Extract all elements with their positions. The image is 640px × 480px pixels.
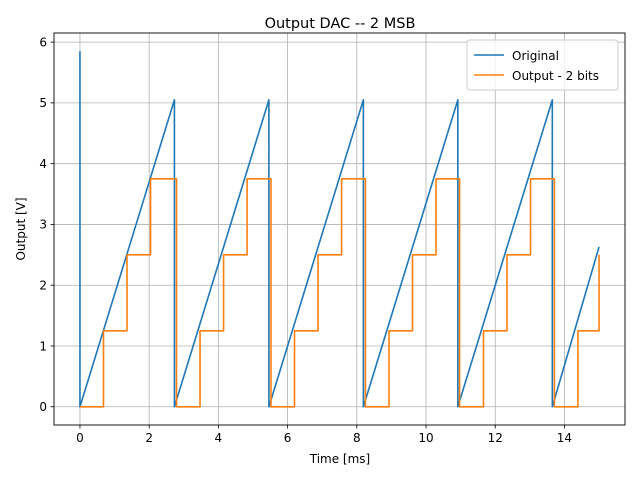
y-tick-label: 3 [39,218,47,232]
y-tick-label: 5 [39,96,47,110]
chart-title: Output DAC -- 2 MSB [265,16,416,32]
y-tick-label: 2 [39,279,47,293]
legend: Original Output - 2 bits [466,39,619,91]
legend-label-original: Original [512,49,559,63]
x-tick-label: 12 [488,431,503,445]
x-tick-label: 4 [215,431,223,445]
y-tick-label: 1 [39,339,47,353]
y-tick-label: 6 [39,35,47,49]
series-line-original [79,51,600,408]
plot-frame [53,32,626,426]
y-axis: 0 1 2 3 4 5 6 [39,35,54,414]
y-tick-label: 0 [39,400,47,414]
x-tick-label: 2 [145,431,153,445]
x-tick-label: 0 [76,431,84,445]
y-axis-label: Output [V] [14,197,28,260]
grid [54,33,625,425]
y-tick-label: 4 [39,157,47,171]
x-tick-label: 10 [418,431,433,445]
x-tick-label: 8 [353,431,361,445]
x-axis-label: Time [ms] [309,452,371,466]
x-tick-label: 6 [284,431,292,445]
x-axis: 0 2 4 6 8 10 12 14 [76,425,572,445]
legend-label-output-2-bits: Output - 2 bits [512,69,599,83]
series-line-output-2-bits [79,178,600,408]
legend-box [466,39,619,91]
x-tick-label: 14 [557,431,572,445]
series-layer [79,51,600,408]
